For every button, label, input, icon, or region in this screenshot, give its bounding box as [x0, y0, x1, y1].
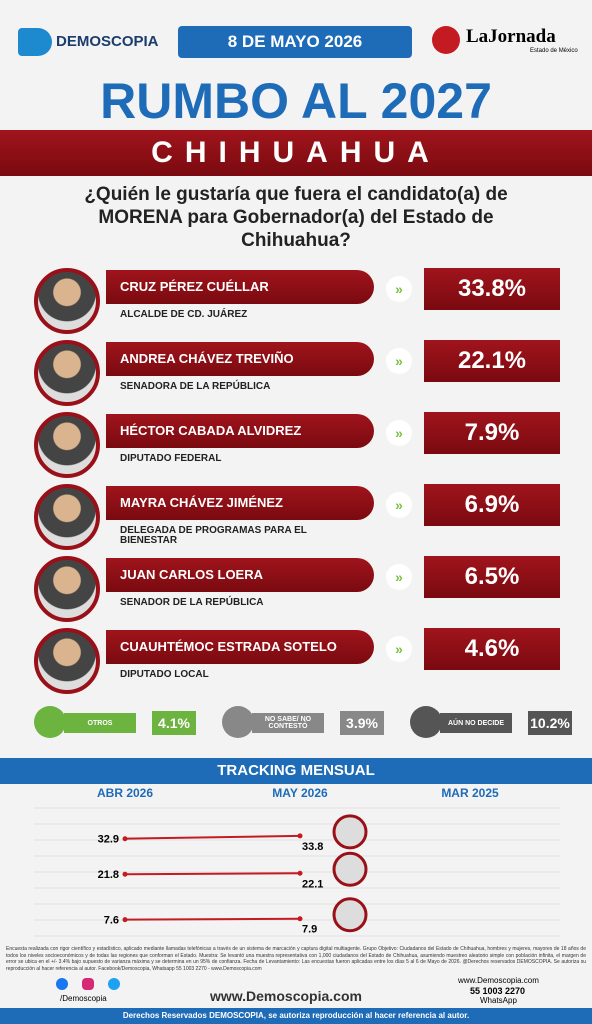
photo: [34, 628, 100, 694]
point-label: 7.6: [104, 915, 119, 927]
twitter-icon: [108, 978, 120, 990]
partner-icon: [432, 26, 460, 54]
role: DIPUTADO FEDERAL: [120, 453, 222, 464]
others-label: NO SABE/ NO CONTESTÓ: [252, 713, 324, 733]
name-box: JUAN CARLOS LOERA: [106, 558, 374, 592]
partner: LaJornada: [466, 26, 556, 47]
others-icon: [222, 706, 254, 738]
question: ¿Quién le gustaría que fuera el candidat…: [84, 184, 508, 251]
whatsapp: WhatsApp: [480, 996, 517, 1005]
arrow-icon: »: [386, 276, 412, 302]
others-icon: [34, 706, 66, 738]
name-box: CRUZ PÉREZ CUÉLLAR: [106, 270, 374, 304]
role: DELEGADA DE PROGRAMAS PARA EL BIENESTAR: [120, 525, 307, 546]
trend-point: [297, 870, 303, 876]
column-label: MAR 2025: [441, 786, 499, 800]
others-result: 10.2%: [528, 711, 572, 735]
others-icon: [410, 706, 442, 738]
partner-sub: Estado de México: [530, 48, 578, 54]
point-label: 22.1: [302, 878, 323, 890]
name-box: CUAUHTÉMOC ESTRADA SOTELO: [106, 630, 374, 664]
result: 6.5%: [424, 556, 560, 598]
point-label: 21.8: [98, 869, 119, 881]
arrow-icon: »: [386, 492, 412, 518]
arrow-icon: »: [386, 348, 412, 374]
arrow-icon: »: [386, 564, 412, 590]
name-box: MAYRA CHÁVEZ JIMÉNEZ: [106, 486, 374, 520]
trend-line: [124, 917, 301, 921]
result: 4.6%: [424, 628, 560, 670]
rights: Derechos Reservados DEMOSCOPIA, se autor…: [0, 1008, 592, 1024]
photo: [34, 484, 100, 550]
result: 6.9%: [424, 484, 560, 526]
arrow-icon: »: [386, 420, 412, 446]
trend-point: [297, 833, 303, 839]
phone: 55 1003 2270: [470, 986, 526, 996]
trend-point: [122, 917, 128, 923]
others-result: 4.1%: [152, 711, 196, 735]
photo: [34, 412, 100, 478]
contact-web: www.Demoscopia.com: [458, 976, 539, 985]
photo: [34, 556, 100, 622]
others-result: 3.9%: [340, 711, 384, 735]
avatar: [332, 897, 368, 933]
others-label: AÚN NO DECIDE: [440, 713, 512, 733]
trend-point: [122, 871, 128, 877]
tracking-title: TRACKING MENSUAL: [0, 758, 592, 784]
arrow-icon: »: [386, 636, 412, 662]
subtitle: CHIHUAHUA: [0, 130, 592, 176]
instagram-icon: [82, 978, 94, 990]
tracking-chart: ABR 2026 MAY 2026 MAR 2025 32.9 33.8 21.8 22.1…: [34, 786, 560, 937]
photo: [34, 268, 100, 334]
trend-line: [124, 872, 301, 876]
name-box: HÉCTOR CABADA ALVIDREZ: [106, 414, 374, 448]
point-label: 7.9: [302, 924, 317, 936]
trend-line: [124, 834, 301, 840]
avatar: [332, 814, 368, 850]
trend-point: [122, 836, 128, 842]
facebook-icon: [56, 978, 68, 990]
result: 7.9%: [424, 412, 560, 454]
point-label: 33.8: [302, 841, 323, 853]
column-label: MAY 2026: [272, 786, 328, 800]
others-label: OTROS: [64, 713, 136, 733]
photo: [34, 340, 100, 406]
role: SENADORA DE LA REPÚBLICA: [120, 381, 271, 392]
avatar: [332, 851, 368, 887]
role: DIPUTADO LOCAL: [120, 669, 209, 680]
date: 8 DE MAYO 2026: [178, 26, 412, 58]
role: SENADOR DE LA REPÚBLICA: [120, 597, 264, 608]
website: www.Demoscopia.com: [210, 988, 362, 1004]
brand: DEMOSCOPIA: [56, 33, 159, 50]
point-label: 32.9: [98, 834, 119, 846]
logo-icon: [18, 28, 52, 56]
social: /Demoscopia: [60, 994, 107, 1003]
name-box: ANDREA CHÁVEZ TREVIÑO: [106, 342, 374, 376]
trend-point: [297, 916, 303, 922]
column-label: ABR 2026: [97, 786, 153, 800]
footer-note: Encuesta realizada con rigor científico …: [6, 946, 586, 972]
result: 22.1%: [424, 340, 560, 382]
title: RUMBO AL 2027: [100, 73, 492, 129]
result: 33.8%: [424, 268, 560, 310]
role: ALCALDE DE CD. JUÁREZ: [120, 309, 248, 320]
